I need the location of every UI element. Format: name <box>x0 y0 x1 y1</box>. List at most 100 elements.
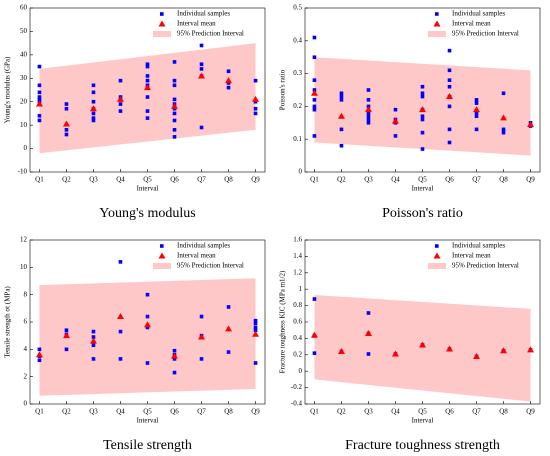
y-tick-label: 0.2 <box>293 102 302 110</box>
sample-point <box>393 134 398 138</box>
sample-point <box>474 127 479 132</box>
sample-point <box>145 116 150 120</box>
mean-point <box>310 331 318 338</box>
sample-point <box>64 347 69 352</box>
mean-point <box>62 332 70 339</box>
caption: Fracture toughness strength <box>345 438 500 453</box>
x-tick-label: Q2 <box>62 408 71 416</box>
x-tick-label: Q4 <box>116 176 125 184</box>
sample-point <box>253 325 258 330</box>
sample-point <box>91 335 96 339</box>
mean-point <box>62 120 70 127</box>
sample-point <box>312 297 317 301</box>
sample-point <box>253 111 258 116</box>
sample-point <box>118 329 123 334</box>
sample-point <box>253 106 258 111</box>
mean-point <box>89 105 97 112</box>
sample-point <box>447 78 452 82</box>
sample-point <box>37 358 42 363</box>
sample-point <box>199 43 204 48</box>
x-tick-label: Q6 <box>170 408 179 416</box>
legend-marker <box>160 12 164 16</box>
sample-point <box>447 127 452 132</box>
sample-point <box>312 78 317 82</box>
legend-marker <box>433 252 441 259</box>
sample-point <box>37 90 42 95</box>
sample-point <box>420 117 425 122</box>
mean-point <box>252 95 260 102</box>
mean-point <box>144 321 151 328</box>
sample-point <box>37 97 42 102</box>
sample-point <box>501 130 506 135</box>
y-tick-label: 0.3 <box>293 69 302 77</box>
sample-point <box>339 127 344 132</box>
x-tick-label: Q6 <box>170 176 179 184</box>
mean-point <box>446 345 454 352</box>
mean-point <box>225 77 233 84</box>
sample-point <box>172 111 177 116</box>
legend-marker <box>428 31 446 37</box>
sample-point <box>145 314 150 319</box>
sample-point <box>199 314 204 319</box>
prediction-band <box>39 278 256 396</box>
prediction-band <box>314 294 531 402</box>
x-tick-label: Q9 <box>251 176 260 184</box>
sample-point <box>447 68 452 73</box>
sample-point <box>64 128 69 132</box>
y-tick-label: 0 <box>299 168 303 176</box>
sample-point <box>366 352 371 356</box>
mean-point <box>35 351 43 358</box>
mean-point <box>252 330 260 337</box>
sample-point <box>393 107 398 112</box>
panel: -10 0 10 20 30 40 50 60 Q1 Q2 Q3 Q4 Q5 Q6 Q7 Q8 Q9 Interv… <box>4 4 266 221</box>
caption: Tensile strength <box>103 438 192 453</box>
sample-point <box>145 64 150 69</box>
sample-point <box>172 370 177 375</box>
sample-point <box>172 83 177 88</box>
sample-point <box>64 328 69 332</box>
sample-point <box>366 111 371 115</box>
legend-marker <box>428 263 446 269</box>
legend-marker <box>158 252 166 259</box>
sample-point <box>226 69 231 74</box>
y-tick-label: 1.6 <box>293 236 302 244</box>
legend-label: 95% Prediction Interval <box>452 262 519 270</box>
x-tick-label: Q2 <box>62 176 71 184</box>
sample-point <box>172 78 177 83</box>
x-tick-label: Q7 <box>197 408 206 416</box>
y-tick-label: -0.2 <box>291 383 303 391</box>
sample-point <box>37 347 42 352</box>
x-tick-label: Q4 <box>391 408 400 416</box>
panel: 0 2 4 6 8 10 12 Q1 Q2 Q3 Q4 Q5 Q6 Q7 Q8 Q9 Interval Tensi… <box>4 236 266 453</box>
legend-marker <box>435 12 439 16</box>
legend-label: Individual samples <box>177 242 230 250</box>
mean-point <box>198 72 206 79</box>
sample-point <box>37 118 42 123</box>
y-tick-label: 40 <box>20 50 28 58</box>
sample-point <box>145 292 150 297</box>
mean-point <box>116 95 124 102</box>
sample-point <box>64 102 69 106</box>
y-tick-label: 60 <box>20 4 28 12</box>
sample-point <box>64 106 69 111</box>
sample-point <box>312 98 317 102</box>
sample-point <box>312 104 317 109</box>
sample-point <box>253 361 258 365</box>
x-tick-label: Q2 <box>337 408 346 416</box>
legend-label: 95% Prediction Interval <box>452 30 519 38</box>
sample-point <box>226 305 231 309</box>
sample-point <box>91 343 96 348</box>
legend-label: Interval mean <box>177 20 216 28</box>
x-tick-label: Q7 <box>472 408 481 416</box>
sample-point <box>91 118 96 123</box>
sample-point <box>91 116 96 120</box>
y-tick-label: 10 <box>20 263 28 271</box>
mean-point <box>364 329 372 336</box>
sample-point <box>199 125 204 130</box>
y-tick-label: 0.2 <box>293 350 302 358</box>
legend-label: Individual samples <box>452 10 505 18</box>
sample-point <box>91 83 96 88</box>
sample-point <box>447 84 452 89</box>
sample-point <box>145 325 150 330</box>
y-tick-label: 0.4 <box>293 36 302 44</box>
